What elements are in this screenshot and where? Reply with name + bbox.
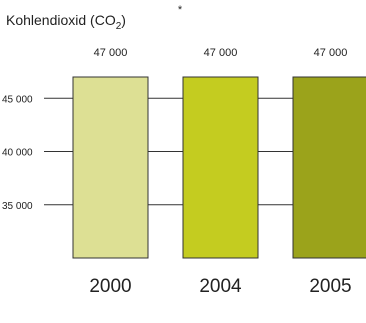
bar-2004 (182, 76, 259, 259)
chart-title-main: Kohlendioxid (CO (6, 12, 116, 28)
bar-2005 (292, 76, 366, 259)
value-labels: 47 000 47 000 47 000 (94, 47, 348, 59)
category-label: 2000 (89, 276, 131, 297)
chart-title-subscript: 2 (116, 21, 122, 32)
bars (72, 76, 366, 259)
category-label: 2005 (309, 276, 351, 297)
footnote-marker: * (178, 4, 183, 16)
chart-title-close: ) (121, 12, 126, 28)
y-tick-label: 35 000 (2, 201, 33, 212)
bar-2000 (72, 76, 149, 259)
value-label: 47 000 (314, 47, 348, 59)
x-axis-categories: 2000 2004 2005 (89, 276, 351, 297)
y-axis-ticks: 45 000 40 000 35 000 (2, 94, 33, 211)
value-label: 47 000 (204, 47, 238, 59)
value-label: 47 000 (94, 47, 128, 59)
chart-title: Kohlendioxid (CO2) (6, 12, 126, 32)
y-tick-label: 45 000 (2, 94, 33, 105)
y-tick-label: 40 000 (2, 148, 33, 159)
category-label: 2004 (199, 276, 242, 297)
